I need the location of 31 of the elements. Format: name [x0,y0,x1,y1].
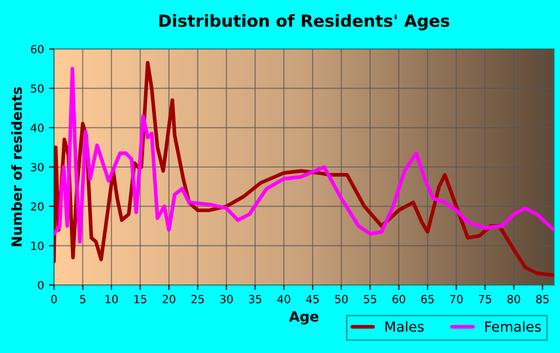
x-tick-label: 5 [80,295,86,304]
x-tick-label: 45 [306,295,319,304]
x-tick-label: 10 [106,294,118,304]
x-tick-label: 80 [507,294,520,304]
line-series [54,66,554,244]
y-tick-label: 0 [38,280,44,290]
legend-label: Females [485,321,541,332]
y-tick-label: 10 [31,242,44,250]
x-tick-label: 70 [450,294,463,304]
x-tick-label: 40 [277,294,290,304]
x-tick-label: 15 [134,295,146,304]
x-tick-label: 60 [392,294,406,304]
y-tick-label: 60 [30,44,44,54]
x-tick-label: 25 [191,294,204,304]
chart-title: Distribution of Residents' Ages [159,14,450,30]
y-tick-label: 30 [30,162,44,172]
x-tick-label: 0 [51,294,57,304]
x-tick-label: 20 [162,294,176,304]
x-tick-label: 35 [248,294,262,304]
y-tick-label: 50 [30,84,44,93]
y-axis-title: Number of residents [11,87,22,246]
y-tick-label: 20 [30,202,44,211]
x-tick-label: 55 [364,295,376,304]
y-tick-label: 40 [30,124,44,132]
x-tick-label: 30 [220,294,233,304]
x-axis-title: Age [289,311,318,324]
x-tick-label: 65 [421,294,434,304]
x-tick-label: 75 [478,295,492,304]
legend-label: Males [386,321,424,332]
x-tick-label: 50 [335,294,348,304]
x-tick-label: 85 [536,294,549,304]
